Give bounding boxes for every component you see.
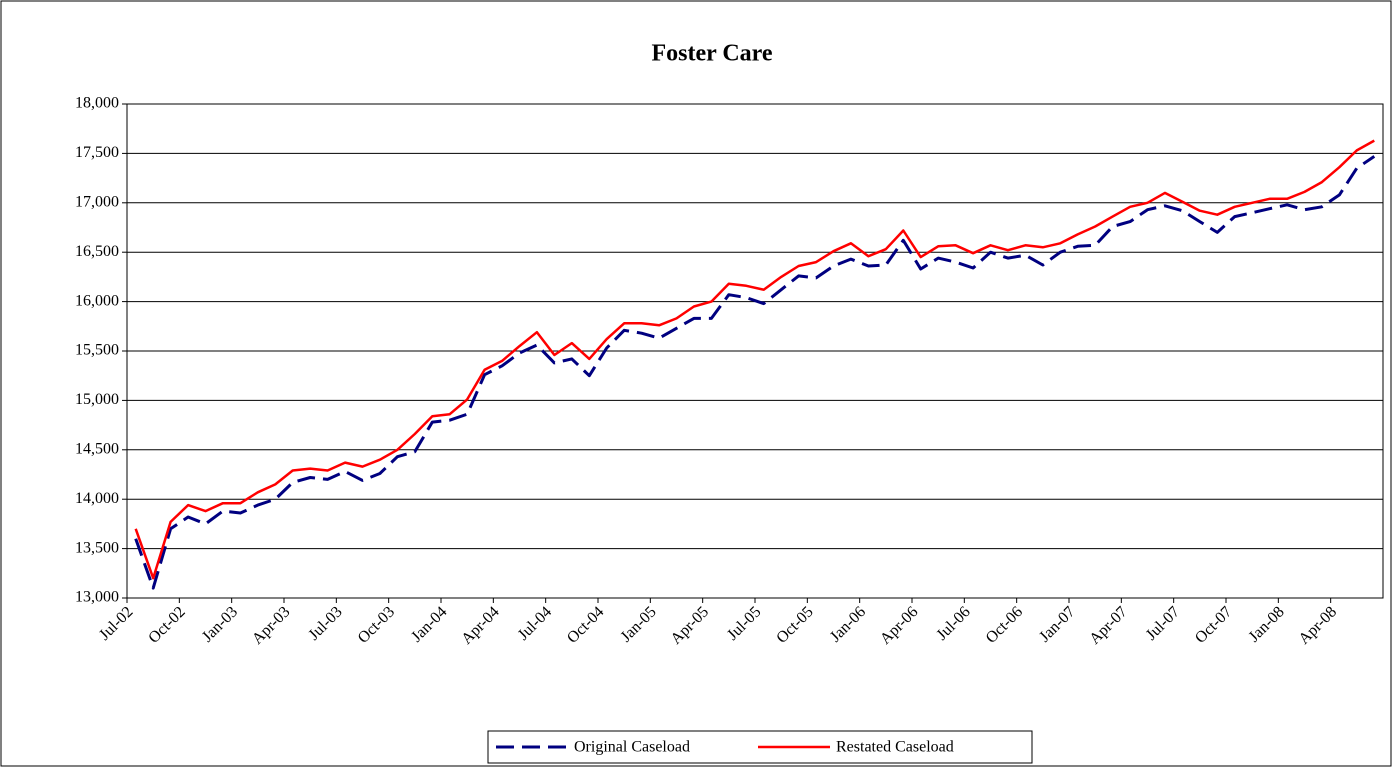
y-tick-label: 15,000 [75,391,119,408]
y-tick-label: 17,000 [75,193,119,210]
chart-title: Foster Care [651,41,772,67]
y-tick-label: 14,000 [75,490,119,507]
y-tick-label: 13,500 [75,539,119,556]
y-tick-label: 13,000 [75,589,119,606]
y-tick-label: 16,000 [75,292,119,309]
y-tick-label: 18,000 [75,95,119,112]
legend-label: Restated Caseload [836,739,954,756]
series-line [134,155,1376,590]
y-tick-label: 17,500 [75,144,119,161]
y-tick-label: 15,500 [75,342,119,359]
y-tick-label: 16,500 [75,243,119,260]
series-line [134,139,1375,580]
y-tick-label: 14,500 [75,440,119,457]
legend-label: Original Caseload [574,739,690,756]
